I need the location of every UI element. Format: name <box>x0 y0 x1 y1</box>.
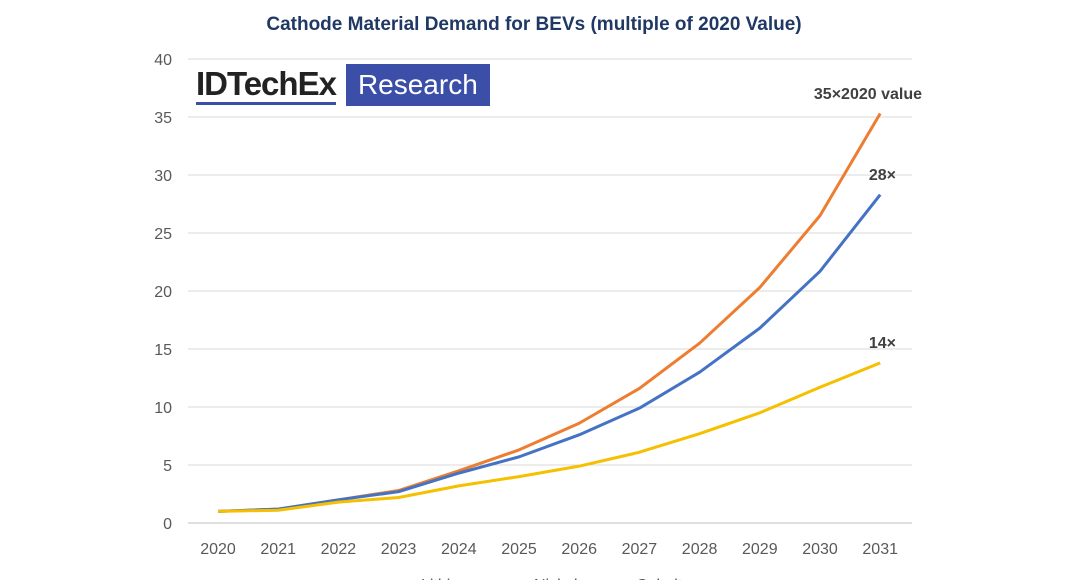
chart-title: Cathode Material Demand for BEVs (multip… <box>266 14 802 35</box>
x-tick-label: 2027 <box>622 541 658 558</box>
y-tick-label: 15 <box>154 342 172 359</box>
y-tick-label: 35 <box>154 110 172 127</box>
annotation: 35×2020 value <box>814 86 922 103</box>
series-line-nickel <box>217 193 882 513</box>
annotation: 14× <box>869 335 896 352</box>
legend-label: Nickel <box>534 577 578 580</box>
x-tick-label: 2026 <box>561 541 597 558</box>
x-tick-label: 2025 <box>501 541 537 558</box>
x-tick-label: 2030 <box>802 541 838 558</box>
series-line-lithium <box>217 112 882 513</box>
x-tick-label: 2022 <box>321 541 357 558</box>
x-tick-label: 2031 <box>862 541 898 558</box>
annotation: 28× <box>869 167 896 184</box>
y-tick-label: 20 <box>154 284 172 301</box>
x-tick-label: 2023 <box>381 541 417 558</box>
y-tick-label: 40 <box>154 52 172 69</box>
legend-label: Lithium <box>421 577 473 580</box>
y-tick-label: 0 <box>163 516 172 533</box>
x-tick-label: 2020 <box>200 541 236 558</box>
logo-tag: Research <box>345 64 490 106</box>
series-line-cobalt <box>217 361 881 513</box>
x-tick-label: 2024 <box>441 541 477 558</box>
y-tick-label: 30 <box>154 168 172 185</box>
x-tick-label: 2021 <box>260 541 296 558</box>
y-tick-label: 5 <box>163 458 172 475</box>
y-tick-label: 10 <box>154 400 172 417</box>
x-tick-label: 2029 <box>742 541 778 558</box>
x-tick-label: 2028 <box>682 541 718 558</box>
logo-name: IDTechEx <box>196 65 337 105</box>
y-tick-label: 25 <box>154 226 172 243</box>
legend-label: Cobalt <box>636 577 683 580</box>
idtechex-logo: IDTechEx Research <box>196 64 490 106</box>
